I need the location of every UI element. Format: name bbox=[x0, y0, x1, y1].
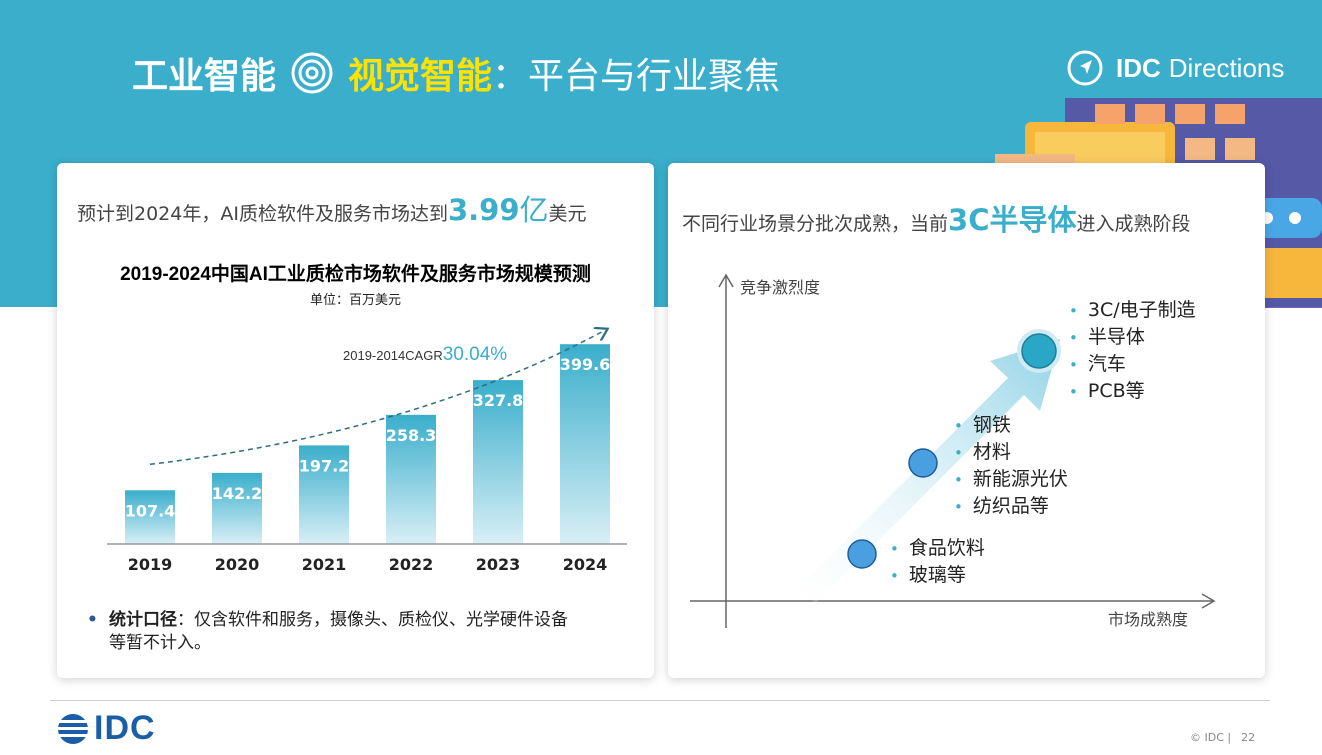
maturity-diagram: 竞争激烈度 市场成熟度 bbox=[690, 273, 1216, 629]
note-text: ：仅含软件和服务，摄像头、质检仪、光学硬件设备 bbox=[177, 610, 568, 630]
stage-3-item: 汽车 bbox=[1069, 351, 1196, 378]
footer-copyright: © IDC | 22 bbox=[1190, 731, 1255, 744]
bar-value-label: 258.3 bbox=[386, 426, 437, 445]
x-tick-label: 2024 bbox=[563, 555, 608, 574]
bar-value-label: 399.6 bbox=[560, 355, 611, 374]
brand-idc: IDC bbox=[1116, 52, 1161, 83]
market-headline-unit: 亿 bbox=[519, 193, 549, 227]
bar-2022 bbox=[386, 414, 436, 544]
market-headline-currency: 美元 bbox=[548, 203, 587, 225]
market-size-card: 预计到2024年，AI质检软件及服务市场达到3.99亿美元 2019-2024中… bbox=[57, 163, 654, 678]
brand-directions: Directions bbox=[1168, 52, 1285, 83]
scope-note: • 统计口径：仅含软件和服务，摄像头、质检仪、光学硬件设备 等暂不计入。 bbox=[87, 609, 627, 655]
note-bullet: • bbox=[87, 610, 98, 630]
market-headline-text: 预计到2024年，AI质检软件及服务市场达到 bbox=[77, 203, 448, 225]
stage-3-marker bbox=[1021, 333, 1057, 369]
stage-1-item: 玻璃等 bbox=[890, 562, 985, 589]
bar-value-label: 107.4 bbox=[125, 501, 176, 520]
x-axis-arrow bbox=[1201, 593, 1216, 609]
bar-value-label: 197.2 bbox=[299, 456, 350, 475]
bar-2023 bbox=[473, 380, 523, 544]
stage-2-item: 材料 bbox=[954, 439, 1068, 466]
x-tick-label: 2021 bbox=[302, 555, 347, 574]
maturity-headline-end: 进入成熟阶段 bbox=[1076, 213, 1191, 235]
cagr-value: 30.04% bbox=[443, 344, 508, 365]
bar-2024 bbox=[560, 344, 610, 544]
title-part-platform: ：平台与行业聚焦 bbox=[492, 56, 781, 97]
stage-2-item: 钢铁 bbox=[954, 412, 1068, 439]
maturity-highlight-3c: 3C bbox=[948, 203, 990, 237]
compass-icon bbox=[1067, 50, 1103, 86]
idc-globe-icon bbox=[58, 713, 88, 744]
x-tick-label: 2020 bbox=[215, 555, 260, 574]
footer-divider bbox=[50, 700, 1270, 701]
bar-value-label: 142.2 bbox=[212, 484, 263, 503]
stage-1-list: 食品饮料 玻璃等 bbox=[890, 535, 985, 589]
stage-2-item: 纺织品等 bbox=[954, 493, 1068, 520]
stage-1-marker bbox=[847, 539, 877, 569]
page-title: 工业智能 视觉智能 ：平台与行业聚焦 bbox=[132, 48, 780, 98]
footer-logo: IDC bbox=[56, 709, 156, 748]
x-tick-label: 2019 bbox=[128, 555, 173, 574]
stage-2-list: 钢铁 材料 新能源光伏 纺织品等 bbox=[954, 412, 1068, 520]
chart-unit: 单位：百万美元 bbox=[309, 293, 401, 308]
bar-2021 bbox=[299, 445, 349, 544]
note-label: 统计口径 bbox=[109, 610, 177, 630]
market-bar-chart: 107.4 2019 142.2 2020 197.2 2021 258.3 2022 327.… bbox=[107, 163, 627, 574]
stage-2-item: 新能源光伏 bbox=[954, 466, 1068, 493]
x-tick-label: 2022 bbox=[389, 555, 434, 574]
cagr-label: 2019-2014CAGR bbox=[343, 348, 443, 363]
maturity-highlight-semiconductor: 半导体 bbox=[989, 203, 1077, 237]
bar-2020 bbox=[212, 472, 262, 544]
maturity-card: 不同行业场景分批次成熟，当前3C半导体进入成熟阶段 竞争激烈度 市场成熟度 食品… bbox=[668, 163, 1265, 678]
title-part-industrial: 工业智能 bbox=[132, 56, 277, 97]
stage-3-item: PCB等 bbox=[1069, 378, 1196, 405]
brand-logo: IDC Directions bbox=[1066, 48, 1284, 88]
stage-2-marker bbox=[908, 448, 938, 478]
market-headline: 预计到2024年，AI质检软件及服务市场达到3.99亿美元 bbox=[77, 187, 587, 229]
x-axis-label: 市场成熟度 bbox=[1108, 610, 1188, 629]
stage-1-item: 食品饮料 bbox=[890, 535, 985, 562]
cagr-trend-line bbox=[149, 330, 605, 466]
footer-logo-text: IDC bbox=[94, 709, 156, 747]
note-text-cont: 等暂不计入。 bbox=[109, 633, 211, 653]
bar-value-label: 327.8 bbox=[473, 391, 524, 410]
target-icon bbox=[291, 52, 333, 94]
title-part-vision: 视觉智能 bbox=[348, 56, 493, 97]
maturity-headline-text: 不同行业场景分批次成熟，当前 bbox=[682, 213, 949, 235]
y-axis-arrow bbox=[718, 273, 734, 288]
maturity-headline: 不同行业场景分批次成熟，当前3C半导体进入成熟阶段 bbox=[682, 197, 1191, 239]
x-tick-label: 2023 bbox=[476, 555, 521, 574]
stage-3-item: 半导体 bbox=[1069, 324, 1196, 351]
cagr-annotation: 2019-2014CAGR30.04% bbox=[343, 344, 507, 365]
copyright-text: © IDC | bbox=[1190, 731, 1232, 744]
bar-2019 bbox=[125, 490, 175, 544]
page-number: 22 bbox=[1241, 731, 1256, 744]
chart-title: 2019-2024中国AI工业质检市场软件及服务市场规模预测 bbox=[120, 264, 591, 285]
y-axis-label: 竞争激烈度 bbox=[740, 278, 820, 297]
stage-3-item: 3C/电子制造 bbox=[1069, 297, 1196, 324]
stage-3-list: 3C/电子制造 半导体 汽车 PCB等 bbox=[1069, 297, 1196, 405]
market-headline-value: 3.99 bbox=[447, 193, 520, 227]
